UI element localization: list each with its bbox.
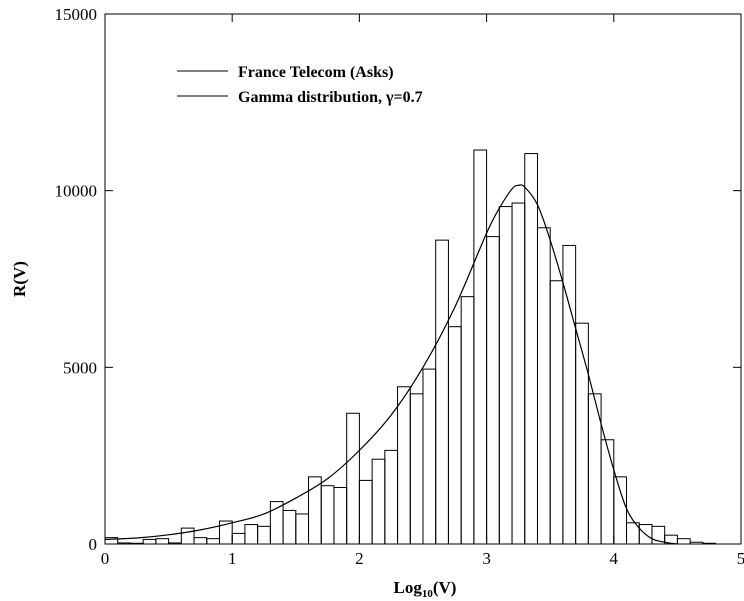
histogram-bar [155,538,170,545]
histogram-bar [320,485,335,545]
histogram-bar [536,227,551,545]
x-tick-label: 0 [101,549,110,568]
histogram-bar [333,486,348,545]
y-tick-label: 15000 [55,5,98,24]
histogram-bar [460,296,475,545]
x-axis-title-main: Log [394,578,423,597]
histogram-bar [371,458,386,545]
histogram-bar [447,326,462,545]
gamma-distribution-curve [104,184,678,545]
x-axis-title-suffix: (V) [433,578,457,597]
histogram-bar [295,513,310,545]
histogram-bar [498,206,513,545]
histogram-bar [282,509,297,545]
y-tick-label: 10000 [55,182,98,201]
x-axis-title-subscript: 10 [422,588,434,600]
histogram-bar [384,449,399,545]
histogram-bar [511,202,526,545]
histogram-bar [613,476,628,545]
x-tick-label: 3 [482,549,491,568]
histogram-bar [435,239,449,545]
histogram-bar [231,532,246,545]
y-axis-title: R(V) [10,261,29,297]
x-tick-label: 2 [355,549,364,568]
histogram-bar [346,412,360,545]
histogram-bar [600,439,615,545]
histogram-bar [676,538,691,545]
legend: France Telecom (Asks) Gamma distribution… [177,64,423,106]
histogram-bar [180,527,195,545]
x-tick-label: 5 [737,549,744,568]
legend-label-france-telecom: France Telecom (Asks) [238,64,394,81]
histogram-bar [193,537,208,545]
x-tick-label: 4 [610,549,619,568]
x-axis-title: Log10(V) [394,578,457,600]
histogram-bar [549,280,564,545]
histogram-bar [422,368,437,545]
y-tick-label: 5000 [63,358,97,377]
histogram-bar [397,386,411,545]
axis-tick-labels: 0 1 2 3 4 5 0 5000 10000 15000 [55,5,744,568]
plot-frame [104,13,742,545]
histogram-bar [206,538,220,545]
histogram-bar [142,538,157,545]
x-tick-label: 1 [228,549,237,568]
histogram-bar [257,525,271,545]
histogram-bar [473,149,488,545]
histogram-bar [575,322,589,545]
y-tick-label: 0 [89,535,98,554]
histogram-bar [524,153,538,545]
axis-ticks [104,13,742,545]
histogram-bars [104,149,717,545]
legend-label-gamma: Gamma distribution, γ=0.7 [238,89,423,106]
histogram-bar [358,479,373,545]
histogram-bar [409,393,424,545]
histogram-bar [244,524,259,545]
histogram-bar [486,236,500,545]
